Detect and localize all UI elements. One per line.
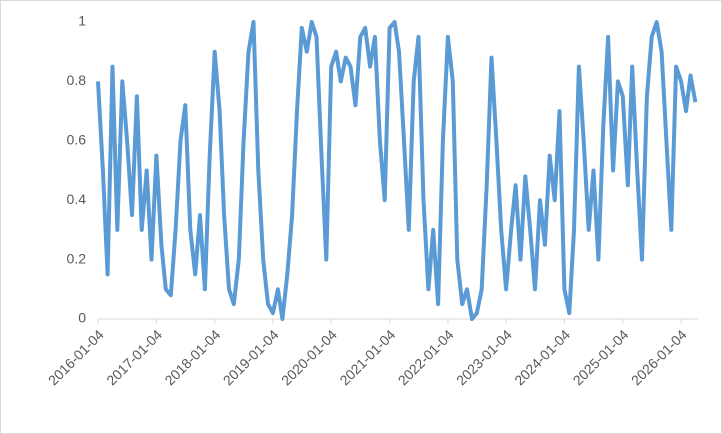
y-tick-label: 0.4 bbox=[67, 191, 87, 207]
y-tick-label: 0.6 bbox=[67, 132, 87, 148]
y-tick-label: 1 bbox=[78, 13, 86, 29]
y-tick-label: 0.2 bbox=[67, 250, 87, 266]
y-tick-label: 0 bbox=[78, 310, 86, 326]
y-tick-label: 0.8 bbox=[67, 72, 87, 88]
series-line bbox=[96, 20, 698, 321]
